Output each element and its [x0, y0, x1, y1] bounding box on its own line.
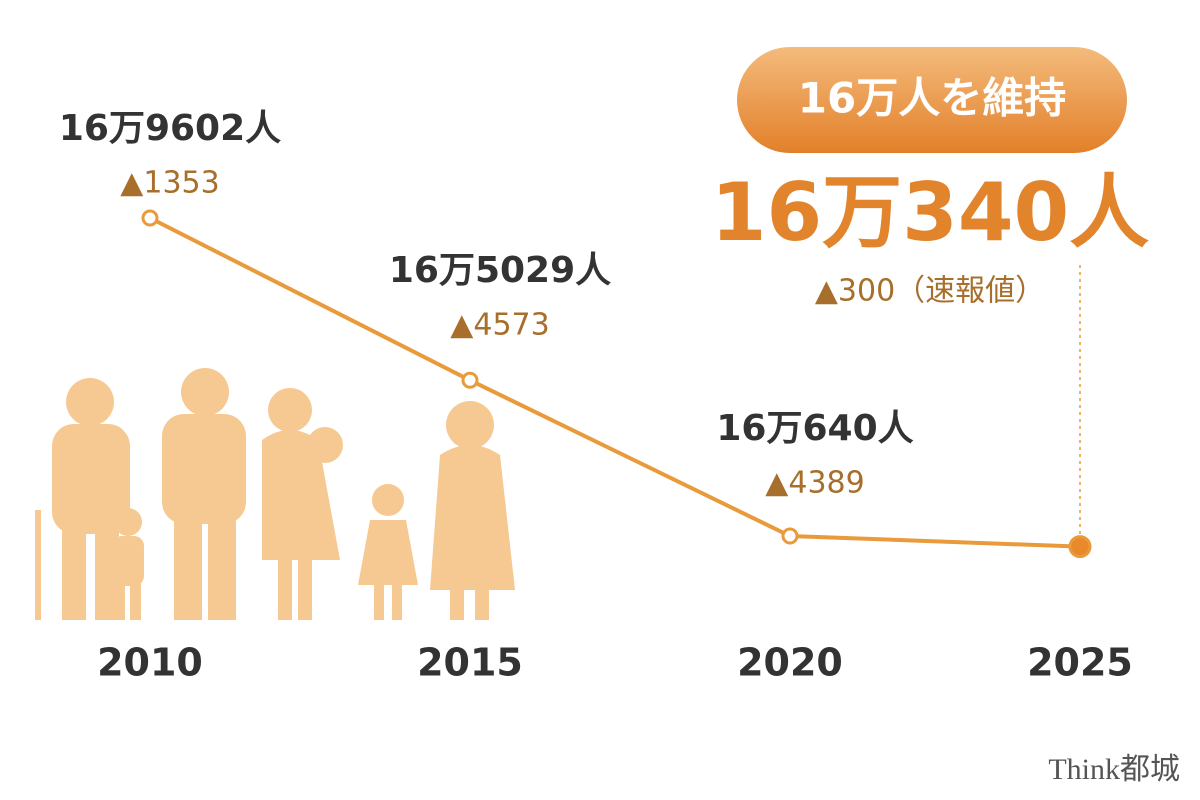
x-tick-label: 2015 — [417, 641, 523, 685]
value-label: 16万340人 — [711, 166, 1149, 259]
badge-text: 16万人を維持 — [798, 74, 1066, 123]
value-label: 16万9602人 — [59, 108, 281, 149]
badge — [737, 47, 1127, 153]
x-tick-label: 2010 — [97, 641, 203, 685]
point — [1068, 535, 1092, 559]
change-label: ▲300（速報値） — [815, 274, 1045, 309]
change-label: ▲4389 — [765, 466, 864, 501]
point — [141, 209, 159, 227]
x-tick-label: 2020 — [737, 641, 843, 685]
change-label: ▲4573 — [450, 308, 549, 343]
x-tick-label: 2025 — [1027, 641, 1133, 685]
data-line — [149, 216, 1081, 549]
value-label: 16万5029人 — [389, 250, 611, 291]
watermark: Think都城 — [1048, 753, 1180, 786]
family-silhouette — [35, 368, 515, 620]
point — [781, 527, 799, 545]
change-label: ▲1353 — [120, 166, 219, 201]
value-label: 16万640人 — [716, 408, 913, 449]
point — [461, 371, 479, 389]
